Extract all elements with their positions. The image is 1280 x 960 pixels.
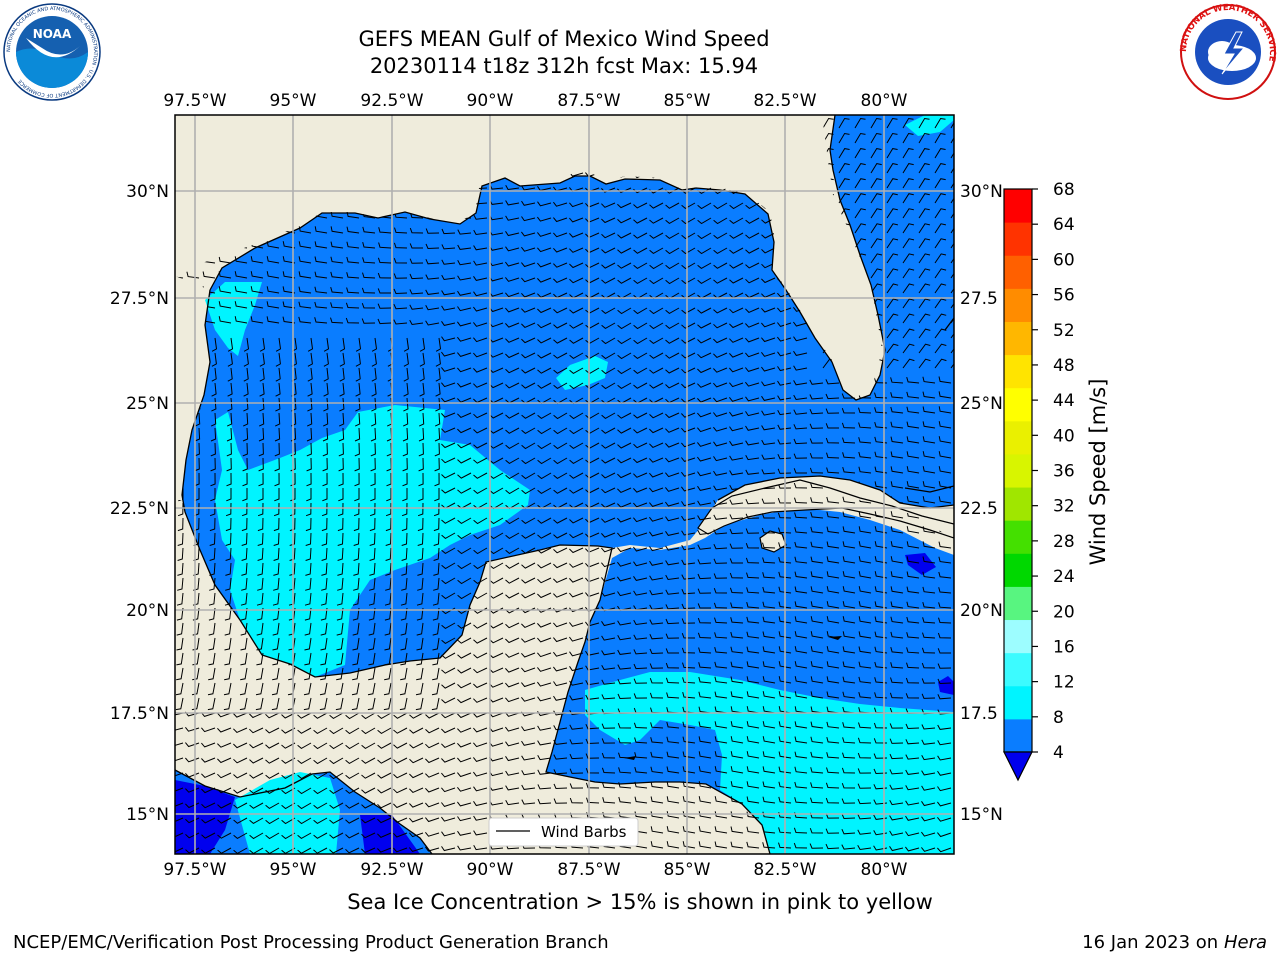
colorbar-tick-label: 32 [1053, 497, 1075, 517]
lon-label-bottom: 92.5°W [360, 860, 423, 880]
noaa-logo-text: NOAA [33, 27, 72, 41]
lat-label-right: 25°N [960, 394, 1003, 414]
footer-left: NCEP/EMC/Verification Post Processing Pr… [13, 932, 609, 953]
colorbar-tick-label: 52 [1053, 321, 1075, 341]
colorbar-tick-label: 16 [1053, 637, 1075, 657]
lat-label-right: 22.5 [960, 499, 998, 519]
lat-label-left: 17.5°N [110, 704, 169, 724]
lon-label-top: 97.5°W [163, 91, 226, 111]
lat-label-right: 27.5 [960, 289, 998, 309]
sea-ice-note: Sea Ice Concentration > 15% is shown in … [347, 890, 933, 914]
footer-date: 16 Jan 2023 on [1082, 932, 1224, 953]
lat-label-right: 15°N [960, 805, 1003, 825]
lat-label-left: 15°N [126, 805, 169, 825]
lat-label-left: 27.5°N [110, 289, 169, 309]
colorbar-segment [1004, 718, 1032, 753]
colorbar-segment [1004, 321, 1032, 356]
lon-label-top: 82.5°W [753, 91, 816, 111]
colorbar-tick-label: 60 [1053, 250, 1075, 270]
lon-label-top: 80°W [861, 91, 908, 111]
colorbar-tick-label: 36 [1053, 462, 1075, 482]
lat-label-left: 25°N [126, 394, 169, 414]
colorbar-segment [1004, 586, 1032, 621]
colorbar-segment [1004, 619, 1032, 654]
noaa-logo: NOAA NATIONAL OCEANIC AND ATMOSPHERIC AD… [2, 2, 102, 102]
colorbar-segment [1004, 255, 1032, 289]
lon-label-top: 85°W [664, 91, 711, 111]
footer-machine: Hera [1223, 932, 1267, 953]
colorbar-tick-label: 68 [1053, 180, 1075, 200]
map-gridlines [175, 115, 954, 854]
colorbar-segment [1004, 652, 1032, 687]
footer-right: 16 Jan 2023 on Hera [1082, 932, 1267, 953]
lon-label-top: 95°W [270, 91, 317, 111]
colorbar-segment [1004, 288, 1032, 322]
colorbar-segment [1004, 453, 1032, 488]
lat-label-left: 20°N [126, 601, 169, 621]
lon-label-bottom: 97.5°W [163, 860, 226, 880]
lon-label-bottom: 85°W [664, 860, 711, 880]
lon-label-bottom: 95°W [270, 860, 317, 880]
lon-label-bottom: 90°W [467, 860, 514, 880]
colorbar-segment [1004, 487, 1032, 521]
colorbar-tick-label: 24 [1053, 567, 1075, 587]
colorbar-segment [1004, 553, 1032, 587]
map-title: GEFS MEAN Gulf of Mexico Wind Speed [358, 27, 770, 51]
colorbar-tick-label: 8 [1053, 708, 1064, 728]
colorbar-tick-label: 64 [1053, 215, 1075, 235]
lat-label-left: 22.5°N [110, 499, 169, 519]
colorbar-segment [1004, 420, 1032, 455]
lon-label-bottom: 82.5°W [753, 860, 816, 880]
lon-label-bottom: 87.5°W [557, 860, 620, 880]
colorbar-tick-label: 40 [1053, 426, 1075, 446]
colorbar-under-arrow [1003, 751, 1033, 782]
lon-label-top: 90°W [467, 91, 514, 111]
lat-label-right: 30°N [960, 182, 1003, 202]
wind-barb-legend: Wind Barbs [488, 817, 639, 847]
colorbar-segment [1004, 354, 1032, 389]
colorbar-segment [1004, 685, 1032, 720]
lat-label-right: 20°N [960, 601, 1003, 621]
nws-logo: NATIONAL WEATHER SERVICE [1178, 2, 1278, 102]
lat-label-right: 17.5 [960, 704, 998, 724]
lon-label-top: 87.5°W [557, 91, 620, 111]
colorbar-segment [1004, 387, 1032, 422]
colorbar-tick-label: 28 [1053, 532, 1075, 552]
lon-label-bottom: 80°W [861, 860, 908, 880]
colorbar-tick-label: 12 [1053, 673, 1075, 693]
colorbar-tick-label: 4 [1053, 743, 1064, 763]
legend-label: Wind Barbs [541, 823, 627, 841]
colorbar-tick-label: 44 [1053, 391, 1075, 411]
colorbar-tick-label: 56 [1053, 286, 1075, 306]
map-frame [174, 114, 955, 855]
colorbar-segment [1004, 222, 1032, 256]
colorbar-label: Wind Speed [m/s] [1086, 379, 1110, 566]
colorbar-segment [1004, 189, 1032, 223]
colorbar-tick-label: 48 [1053, 356, 1075, 376]
lon-label-top: 92.5°W [360, 91, 423, 111]
map-subtitle: 20230114 t18z 312h fcst Max: 15.94 [369, 54, 759, 78]
colorbar-segment [1004, 520, 1032, 554]
lat-label-left: 30°N [126, 182, 169, 202]
colorbar-tick-label: 20 [1053, 602, 1075, 622]
